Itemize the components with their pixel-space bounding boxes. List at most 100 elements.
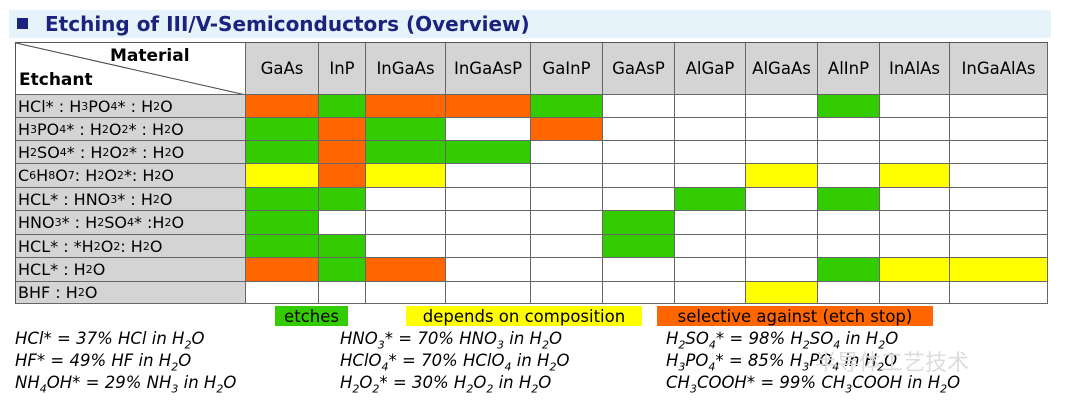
table-cell — [246, 258, 319, 282]
table-cell — [319, 188, 366, 211]
table-cell — [950, 282, 1048, 304]
table-cell — [366, 95, 446, 118]
table-cell — [603, 141, 675, 164]
table-cell — [880, 211, 950, 235]
table-cell — [950, 258, 1048, 282]
table-cell — [675, 211, 746, 235]
table-cell — [246, 211, 319, 235]
table-cell — [531, 282, 603, 304]
table-cell — [880, 282, 950, 304]
table-cell — [603, 95, 675, 118]
footnote: HCl* = 37% HCl in H2O — [15, 329, 205, 352]
table-cell — [746, 118, 818, 141]
table-cell — [675, 118, 746, 141]
table-cell — [746, 211, 818, 235]
table-cell — [818, 282, 880, 304]
table-corner-header: Material Etchant — [16, 43, 246, 95]
table-cell — [603, 211, 675, 235]
table-cell — [950, 188, 1048, 211]
table-cell — [366, 258, 446, 282]
table-cell — [603, 118, 675, 141]
watermark: 半导体工艺技术 — [815, 351, 970, 376]
table-cell — [246, 164, 319, 188]
table-cell — [319, 118, 366, 141]
table-cell — [950, 235, 1048, 258]
table-cell — [818, 258, 880, 282]
table-cell — [746, 235, 818, 258]
table-cell — [950, 141, 1048, 164]
table-cell — [746, 141, 818, 164]
table-cell — [366, 164, 446, 188]
square-bullet-icon — [17, 18, 28, 29]
table-cell — [950, 211, 1048, 235]
table-cell — [246, 141, 319, 164]
column-header: InAlAs — [880, 43, 950, 95]
table-cell — [675, 188, 746, 211]
table-cell — [246, 282, 319, 304]
etch-table: Material Etchant GaAs InP InGaAs InGaAsP GaI… — [15, 42, 1048, 304]
column-header: InGaAs — [366, 43, 446, 95]
row-header: HNO 3 * : H 2 SO 4 * :H 2 O — [16, 211, 246, 235]
table-cell — [319, 95, 366, 118]
table-cell — [880, 258, 950, 282]
table-cell — [531, 188, 603, 211]
table-cell — [746, 164, 818, 188]
table-cell — [531, 211, 603, 235]
table-cell — [366, 211, 446, 235]
table-cell — [531, 258, 603, 282]
table-cell — [366, 282, 446, 304]
table-cell — [603, 164, 675, 188]
table-cell — [366, 141, 446, 164]
table-cell — [246, 118, 319, 141]
table-cell — [446, 95, 531, 118]
table-cell — [675, 95, 746, 118]
footnote: CH3COOH* = 99% CH3COOH in H2O — [666, 373, 961, 396]
table-cell — [603, 188, 675, 211]
table-cell — [319, 235, 366, 258]
table-cell — [880, 118, 950, 141]
legend-item: selective against (etch stop) — [657, 306, 933, 326]
footnote: H3PO4* = 85% H3PO4 in H2O — [666, 351, 898, 374]
footnote: H2SO4* = 98% H2SO4 in H2O — [666, 329, 899, 352]
table-cell — [880, 95, 950, 118]
table-cell — [880, 164, 950, 188]
table-cell — [246, 188, 319, 211]
footnote: HNO3* = 70% HNO3 in H2O — [340, 329, 562, 352]
table-cell — [446, 188, 531, 211]
table-cell — [603, 258, 675, 282]
table-cell — [675, 235, 746, 258]
table-cell — [319, 282, 366, 304]
column-header: InGaAsP — [446, 43, 531, 95]
footnote: NH4OH* = 29% NH3 in H2O — [15, 373, 237, 396]
table-cell — [531, 118, 603, 141]
table-cell — [531, 164, 603, 188]
table-cell — [366, 118, 446, 141]
table-cell — [603, 282, 675, 304]
table-cell — [818, 164, 880, 188]
corner-diagonal-line — [16, 43, 244, 94]
table-cell — [446, 211, 531, 235]
table-cell — [446, 235, 531, 258]
column-header: GaAsP — [603, 43, 675, 95]
table-cell — [319, 211, 366, 235]
column-header: AlGaAs — [746, 43, 818, 95]
table-cell — [603, 235, 675, 258]
table-cell — [880, 141, 950, 164]
table-cell — [818, 188, 880, 211]
table-cell — [950, 95, 1048, 118]
table-cell — [446, 141, 531, 164]
table-cell — [818, 95, 880, 118]
table-cell — [446, 282, 531, 304]
table-cell — [446, 258, 531, 282]
table-cell — [746, 258, 818, 282]
table-cell — [818, 235, 880, 258]
table-cell — [675, 258, 746, 282]
table-cell — [818, 118, 880, 141]
table-cell — [818, 141, 880, 164]
table-cell — [246, 95, 319, 118]
